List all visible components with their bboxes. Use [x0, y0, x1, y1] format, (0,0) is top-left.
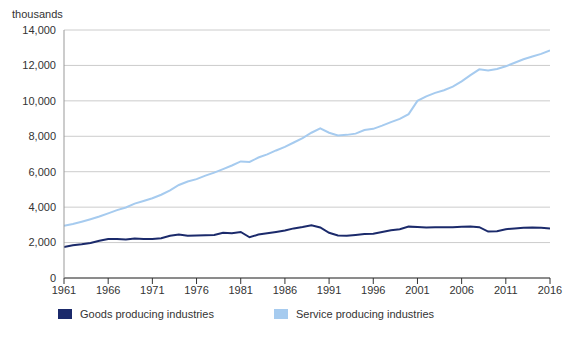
html-text:thousands: thousands	[12, 8, 63, 20]
svg-text:2006: 2006	[449, 284, 473, 296]
svg-text:14,000: 14,000	[22, 24, 56, 36]
svg-text:0: 0	[50, 272, 56, 284]
svg-text:2001: 2001	[405, 284, 429, 296]
svg-text:1991: 1991	[317, 284, 341, 296]
svg-text:10,000: 10,000	[22, 95, 56, 107]
svg-text:1976: 1976	[184, 284, 208, 296]
svg-text:2011: 2011	[494, 284, 518, 296]
svg-text:6,000: 6,000	[28, 166, 56, 178]
svg-text:1986: 1986	[273, 284, 297, 296]
svg-text:1996: 1996	[361, 284, 385, 296]
svg-text:8,000: 8,000	[28, 130, 56, 142]
svg-text:1961: 1961	[52, 284, 76, 296]
html-text:Service producing industries: Service producing industries	[295, 308, 435, 320]
svg-text:2016: 2016	[538, 284, 562, 296]
svg-text:1981: 1981	[228, 284, 252, 296]
svg-text:2,000: 2,000	[28, 236, 56, 248]
html-text:Goods producing industries: Goods producing industries	[80, 308, 214, 320]
svg-text:1966: 1966	[96, 284, 120, 296]
svg-text:4,000: 4,000	[28, 201, 56, 213]
svg-text:1971: 1971	[140, 284, 164, 296]
svg-text:12,000: 12,000	[22, 59, 56, 71]
